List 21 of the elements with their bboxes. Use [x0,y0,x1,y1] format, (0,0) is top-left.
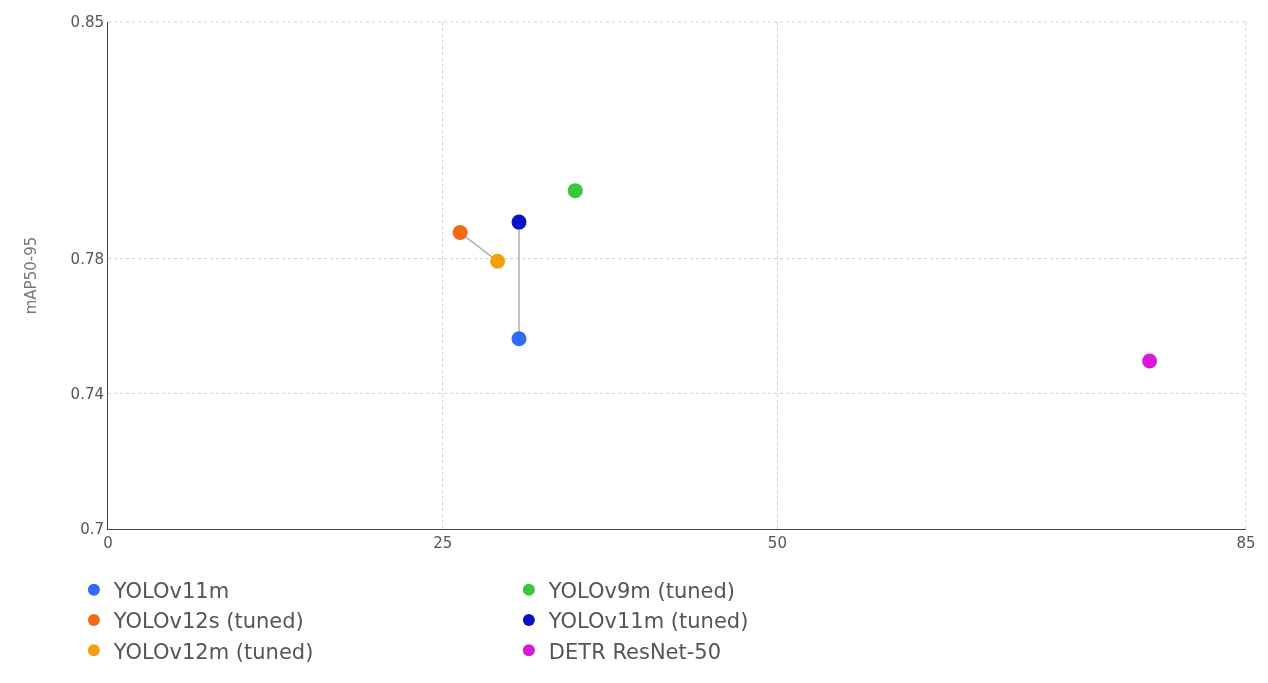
point [1142,353,1158,369]
legend-label: YOLOv12s (tuned) [112,609,304,634]
point [511,331,527,347]
legend-label: YOLOv9m (tuned) [547,578,735,603]
y-tick-label: 0.74 [70,385,104,404]
y-tick-label: 0.85 [70,13,104,32]
x-tick-label: 0 [103,534,113,552]
point [511,214,527,230]
x-tick-label: 50 [767,534,787,552]
y-tick-label: 0.78 [70,249,104,268]
point [567,183,583,199]
point [452,225,468,241]
y-axis-title: mAP50-95 [21,236,40,315]
point [490,253,506,269]
x-tick-label: 85 [1236,534,1256,552]
x-tick-label: 25 [433,534,453,552]
legend-label: DETR ResNet-50 [548,639,722,664]
legend-label: YOLOv12m (tuned) [112,639,314,664]
y-tick-label: 0.7 [80,520,104,539]
legend-label: YOLOv11m [112,578,230,603]
legend-label: YOLOv11m (tuned) [547,609,749,634]
